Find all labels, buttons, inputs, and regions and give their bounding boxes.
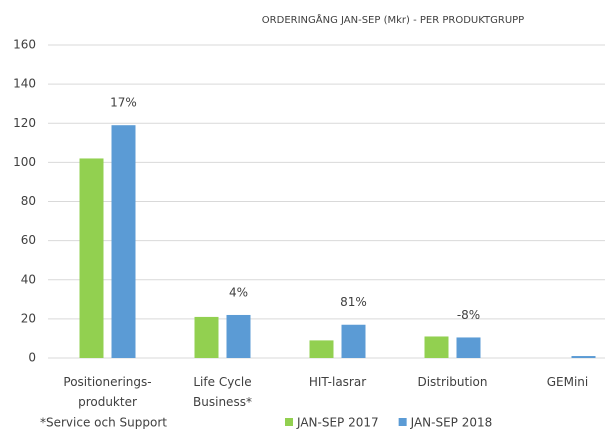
legend-label: JAN-SEP 2018: [410, 416, 493, 430]
legend-swatch: [285, 418, 293, 426]
y-tick-label: 80: [21, 194, 36, 208]
x-tick-line: GEMini: [547, 375, 589, 389]
x-tick-label: Positionerings-produkter: [63, 375, 151, 409]
y-tick-label: 20: [21, 311, 36, 325]
legend-swatch: [398, 418, 407, 426]
y-tick-label: 60: [21, 233, 36, 247]
x-tick-line: Distribution: [417, 375, 487, 389]
x-tick-label: Life Cycle Business*: [193, 375, 252, 409]
x-tick-line: Positionerings-: [63, 375, 151, 389]
y-tick-label: 100: [13, 155, 36, 169]
x-tick-label: HIT-lasrar: [309, 375, 366, 389]
bar: [226, 314, 251, 358]
y-tick-label: 0: [28, 351, 36, 365]
y-tick-label: 160: [13, 38, 36, 52]
bar: [309, 340, 334, 358]
annotation: 17%: [110, 96, 137, 110]
bar: [79, 158, 104, 358]
bar: [456, 337, 481, 358]
bar: [341, 324, 366, 358]
x-tick-label: Distribution: [417, 375, 487, 389]
legend-label: JAN-SEP 2017: [296, 416, 379, 430]
bar: [194, 316, 219, 358]
y-tick-label: 40: [21, 272, 36, 286]
x-tick-label: GEMini: [547, 375, 589, 389]
bar: [424, 336, 449, 358]
chart-title: ORDERINGÅNG JAN-SEP (Mkr) - PER PRODUKTG…: [262, 13, 524, 26]
y-tick-label: 120: [13, 116, 36, 130]
x-tick-line: produkter: [78, 395, 137, 409]
bar: [111, 125, 136, 358]
bar: [571, 356, 596, 358]
x-tick-line: Business*: [193, 395, 252, 409]
annotation: 4%: [229, 285, 248, 299]
x-tick-line: Life Cycle: [193, 375, 251, 389]
annotation: -8%: [457, 308, 480, 322]
x-tick-line: HIT-lasrar: [309, 375, 366, 389]
annotation: 81%: [340, 295, 367, 309]
footnote: *Service och Support: [40, 416, 167, 430]
y-tick-label: 140: [13, 77, 36, 91]
